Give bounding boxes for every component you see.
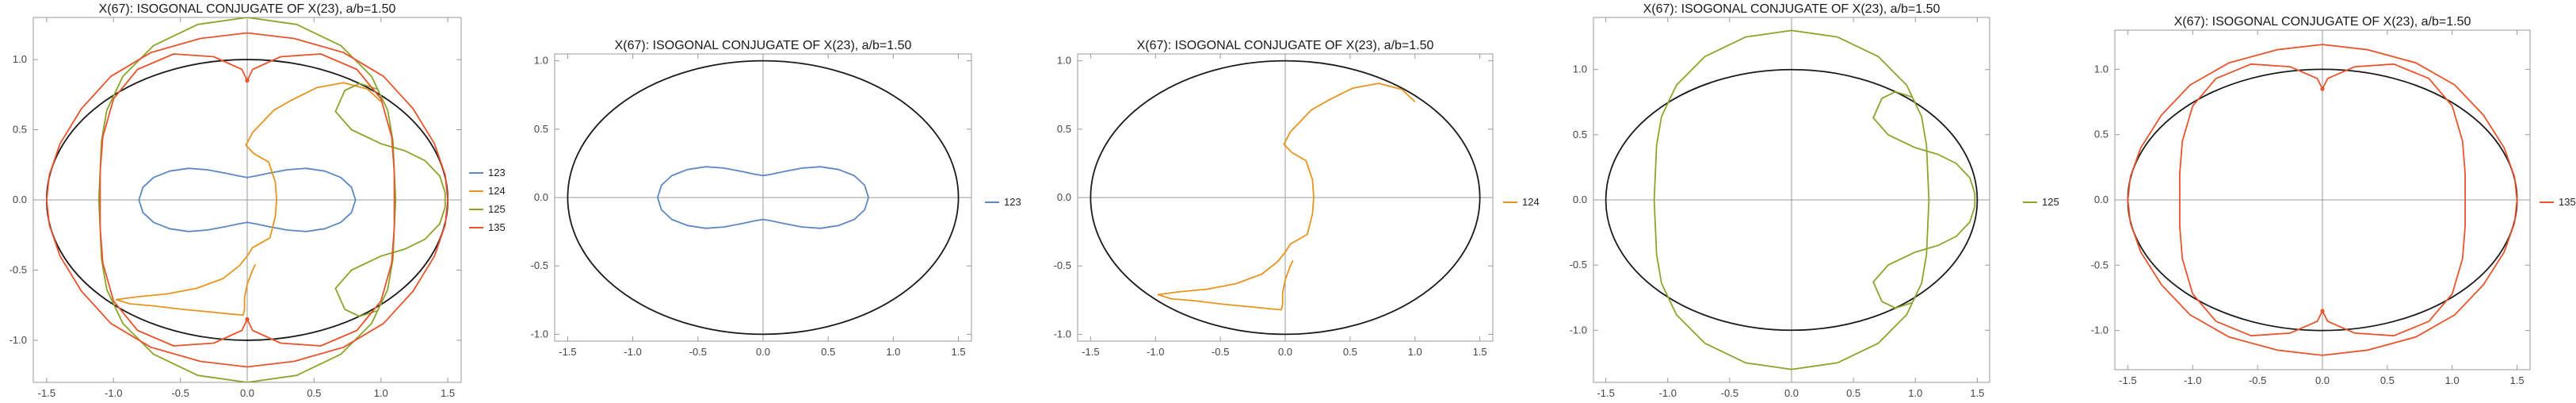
x-tick-label: -1.0 <box>1659 387 1677 399</box>
y-tick-label: 0.0 <box>1573 194 1587 205</box>
x-tick-label: 0.5 <box>1343 346 1357 358</box>
series-123-curve <box>138 167 357 232</box>
x-tick-label: -1.5 <box>38 387 55 399</box>
x-tick-label: 0.0 <box>2315 374 2330 386</box>
y-tick-label: 0.5 <box>13 124 27 136</box>
x-tick-label: 1.5 <box>952 346 966 358</box>
x-tick-label: 1.0 <box>1408 346 1422 358</box>
y-tick-label: 1.0 <box>1573 63 1587 75</box>
cusp-point <box>245 79 250 83</box>
x-tick-label: 1.0 <box>1908 387 1922 399</box>
x-tick-label: -1.0 <box>105 387 122 399</box>
chart-title: X(67): ISOGONAL CONJUGATE OF X(23), a/b=… <box>1137 39 1434 52</box>
y-tick-label: 0.0 <box>13 194 27 205</box>
x-tick-label: -1.0 <box>1147 346 1164 358</box>
legend-label-125: 125 <box>2042 196 2059 208</box>
cusp-point <box>2320 309 2325 313</box>
x-tick-label: 1.0 <box>2445 374 2460 386</box>
series-125-curve <box>1872 90 1976 309</box>
legend-label-123: 123 <box>488 167 506 178</box>
x-tick-label: -1.5 <box>2119 374 2136 386</box>
series-124-curve <box>1157 83 1416 311</box>
x-tick-label: -1.5 <box>559 346 576 358</box>
x-tick-label: -0.5 <box>1721 387 1738 399</box>
y-tick-label: 0.5 <box>2094 129 2109 140</box>
x-tick-label: 1.5 <box>1473 346 1487 358</box>
chart-panel-3: X(67): ISOGONAL CONJUGATE OF X(23), a/b=… <box>1054 39 1540 358</box>
chart-panel-2: X(67): ISOGONAL CONJUGATE OF X(23), a/b=… <box>531 39 1021 358</box>
reference-ellipse <box>567 59 960 336</box>
y-tick-label: 0.5 <box>1573 129 1587 140</box>
x-tick-label: 0.0 <box>1784 387 1799 399</box>
y-tick-label: -0.5 <box>1570 259 1587 271</box>
series-135-curve <box>46 32 448 368</box>
x-tick-label: -0.5 <box>171 387 189 399</box>
x-tick-label: 1.0 <box>886 346 900 358</box>
cusp-point <box>245 317 250 321</box>
y-tick-label: 1.0 <box>2094 63 2109 75</box>
y-tick-label: 1.0 <box>13 53 27 65</box>
y-tick-label: 0.0 <box>534 191 548 203</box>
series-125-curve <box>1653 29 1930 370</box>
chart-panel-5: X(67): ISOGONAL CONJUGATE OF X(23), a/b=… <box>2091 15 2576 386</box>
x-tick-label: -1.5 <box>1597 387 1614 399</box>
y-tick-label: 0.0 <box>1057 191 1071 203</box>
cusp-point <box>2320 86 2325 91</box>
x-tick-label: 0.5 <box>821 346 835 358</box>
series-125-curve <box>334 83 446 317</box>
y-tick-label: 0.0 <box>2094 194 2109 205</box>
series-125-curve <box>97 17 397 382</box>
x-tick-label: 0.0 <box>756 346 770 358</box>
legend-label-135: 135 <box>2559 196 2576 208</box>
x-tick-label: 0.5 <box>1846 387 1860 399</box>
y-tick-label: -0.5 <box>10 263 27 275</box>
reference-ellipse <box>1605 68 1979 332</box>
legend-label-124: 124 <box>1522 196 1540 208</box>
x-tick-label: -1.0 <box>2184 374 2201 386</box>
chart-panel-1: X(67): ISOGONAL CONJUGATE OF X(23), a/b=… <box>10 2 506 399</box>
series-124-curve <box>115 82 382 316</box>
y-tick-label: -1.0 <box>531 328 548 340</box>
chart-title: X(67): ISOGONAL CONJUGATE OF X(23), a/b=… <box>1643 2 1941 16</box>
x-tick-label: -1.0 <box>624 346 641 358</box>
series-123-curve <box>657 166 869 229</box>
y-tick-label: -1.0 <box>1054 328 1071 340</box>
x-tick-label: 1.5 <box>1970 387 1984 399</box>
x-tick-label: 1.0 <box>374 387 388 399</box>
y-tick-label: 1.0 <box>534 55 548 67</box>
chart-title: X(67): ISOGONAL CONJUGATE OF X(23), a/b=… <box>615 39 912 52</box>
y-tick-label: -0.5 <box>2091 259 2109 271</box>
x-tick-label: 1.5 <box>441 387 455 399</box>
x-tick-label: 0.0 <box>1278 346 1292 358</box>
x-tick-label: 0.5 <box>307 387 321 399</box>
chart-title: X(67): ISOGONAL CONJUGATE OF X(23), a/b=… <box>99 2 396 16</box>
y-tick-label: -0.5 <box>531 259 548 271</box>
y-tick-label: 1.0 <box>1057 55 1071 67</box>
y-tick-label: 0.5 <box>534 123 548 135</box>
x-tick-label: -0.5 <box>689 346 707 358</box>
legend-label-124: 124 <box>488 185 506 197</box>
legend-label-123: 123 <box>1004 196 1021 208</box>
y-tick-label: -1.0 <box>2091 324 2109 336</box>
y-tick-label: -1.0 <box>1570 324 1587 336</box>
legend-label-135: 135 <box>488 221 506 233</box>
x-tick-label: -0.5 <box>1212 346 1229 358</box>
reference-ellipse <box>1090 59 1481 336</box>
series-135-curve <box>2127 44 2518 356</box>
x-tick-label: 0.0 <box>240 387 254 399</box>
chart-panel-4: X(67): ISOGONAL CONJUGATE OF X(23), a/b=… <box>1570 2 2059 399</box>
x-tick-label: -1.5 <box>1082 346 1099 358</box>
x-tick-label: -0.5 <box>2249 374 2266 386</box>
y-tick-label: -0.5 <box>1054 259 1071 271</box>
y-tick-label: -1.0 <box>10 334 27 346</box>
chart-title: X(67): ISOGONAL CONJUGATE OF X(23), a/b=… <box>2174 15 2471 29</box>
y-tick-label: 0.5 <box>1057 123 1071 135</box>
x-tick-label: 1.5 <box>2510 374 2524 386</box>
legend-label-125: 125 <box>488 203 506 215</box>
x-tick-label: 0.5 <box>2380 374 2395 386</box>
